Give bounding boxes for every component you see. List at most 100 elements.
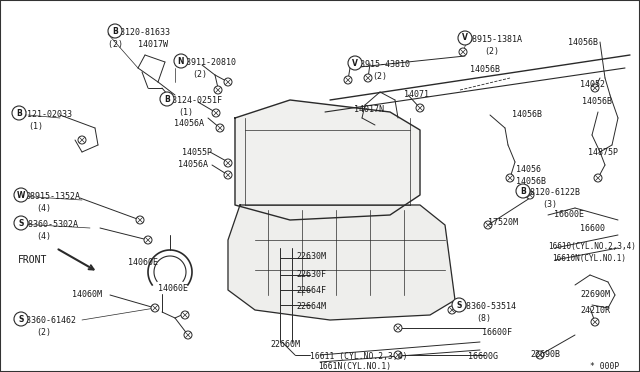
Text: 14060E: 14060E — [128, 258, 158, 267]
Circle shape — [506, 174, 514, 182]
Text: 14056B: 14056B — [568, 38, 598, 47]
Circle shape — [591, 318, 599, 326]
Text: 22630F: 22630F — [296, 270, 326, 279]
Text: 1661N(CYL.NO.1): 1661N(CYL.NO.1) — [318, 362, 391, 371]
Text: 22664F: 22664F — [296, 286, 326, 295]
Text: (1): (1) — [178, 108, 193, 117]
Text: (3): (3) — [542, 200, 557, 209]
Text: (1): (1) — [28, 122, 43, 131]
Text: 14017N: 14017N — [354, 105, 384, 114]
Text: 16611 (CYL.NO.2,3,4): 16611 (CYL.NO.2,3,4) — [310, 352, 408, 361]
Text: S: S — [19, 218, 24, 228]
Circle shape — [224, 159, 232, 167]
Text: (2): (2) — [484, 47, 499, 56]
Circle shape — [224, 78, 232, 86]
Text: 14056B: 14056B — [516, 177, 546, 186]
Text: (4): (4) — [36, 232, 51, 241]
Text: 08915-1352A: 08915-1352A — [26, 192, 81, 201]
Circle shape — [144, 236, 152, 244]
Circle shape — [591, 84, 599, 92]
Circle shape — [14, 188, 28, 202]
Circle shape — [160, 92, 174, 106]
Text: 14056B: 14056B — [512, 110, 542, 119]
Circle shape — [448, 306, 456, 314]
Text: 08124-0251F: 08124-0251F — [168, 96, 223, 105]
Text: 14056B: 14056B — [470, 65, 500, 74]
Circle shape — [348, 56, 362, 70]
Text: * 000P: * 000P — [590, 362, 620, 371]
Text: 16600E: 16600E — [554, 210, 584, 219]
Text: 14055P: 14055P — [182, 148, 212, 157]
Circle shape — [516, 184, 530, 198]
Text: 16610(CYL.NO.2,3,4): 16610(CYL.NO.2,3,4) — [548, 242, 636, 251]
Circle shape — [214, 86, 222, 94]
Text: 08911-20810: 08911-20810 — [182, 58, 237, 67]
Circle shape — [184, 331, 192, 339]
Text: 14056: 14056 — [516, 165, 541, 174]
Circle shape — [78, 136, 86, 144]
Circle shape — [594, 174, 602, 182]
Circle shape — [459, 48, 467, 56]
Circle shape — [364, 74, 372, 82]
Circle shape — [174, 54, 188, 68]
Text: 16600: 16600 — [580, 224, 605, 233]
Text: 16600G: 16600G — [468, 352, 498, 361]
Circle shape — [108, 24, 122, 38]
Text: W: W — [17, 190, 25, 199]
Text: 08360-5302A: 08360-5302A — [24, 220, 79, 229]
Text: 08120-6122B: 08120-6122B — [526, 188, 581, 197]
Text: (2): (2) — [372, 72, 387, 81]
Circle shape — [452, 298, 466, 312]
Circle shape — [416, 104, 424, 112]
Text: V: V — [352, 58, 358, 67]
Text: 08915-43810: 08915-43810 — [356, 60, 411, 69]
Circle shape — [484, 221, 492, 229]
Text: N: N — [178, 57, 184, 65]
Circle shape — [181, 311, 189, 319]
Circle shape — [216, 124, 224, 132]
Circle shape — [458, 31, 472, 45]
Circle shape — [151, 304, 159, 312]
Text: 22690B: 22690B — [530, 350, 560, 359]
Text: 16600F: 16600F — [482, 328, 512, 337]
Circle shape — [526, 191, 534, 199]
Text: 14060M: 14060M — [72, 290, 102, 299]
Text: 14056A: 14056A — [174, 119, 204, 128]
Circle shape — [394, 324, 402, 332]
Text: B: B — [112, 26, 118, 35]
Text: (4): (4) — [36, 204, 51, 213]
Text: S: S — [456, 301, 461, 310]
Text: FRONT: FRONT — [18, 255, 47, 265]
Text: (2)   14017W: (2) 14017W — [108, 40, 168, 49]
Circle shape — [12, 106, 26, 120]
Text: 22664M: 22664M — [296, 302, 326, 311]
Polygon shape — [228, 205, 455, 320]
Text: 08915-1381A: 08915-1381A — [468, 35, 523, 44]
Text: 17520M: 17520M — [488, 218, 518, 227]
Text: 16610N(CYL.NO.1): 16610N(CYL.NO.1) — [552, 254, 626, 263]
Polygon shape — [235, 100, 420, 220]
Text: 08360-61462: 08360-61462 — [22, 316, 77, 325]
Text: B: B — [16, 109, 22, 118]
Text: 14060E: 14060E — [158, 284, 188, 293]
Circle shape — [14, 216, 28, 230]
Text: 14052: 14052 — [580, 80, 605, 89]
Text: B: B — [520, 186, 526, 196]
Text: 22630M: 22630M — [296, 252, 326, 261]
Text: 22690M: 22690M — [580, 290, 610, 299]
Text: (8): (8) — [476, 314, 491, 323]
Text: V: V — [462, 33, 468, 42]
Circle shape — [14, 312, 28, 326]
Circle shape — [224, 171, 232, 179]
Circle shape — [212, 109, 220, 117]
Circle shape — [136, 216, 144, 224]
Text: B: B — [164, 94, 170, 103]
Text: (2): (2) — [192, 70, 207, 79]
Text: 08121-02033: 08121-02033 — [18, 110, 73, 119]
Text: 22660M: 22660M — [270, 340, 300, 349]
Text: 14875P: 14875P — [588, 148, 618, 157]
Text: 14056B: 14056B — [582, 97, 612, 106]
Text: 24210R: 24210R — [580, 306, 610, 315]
Text: 14071: 14071 — [404, 90, 429, 99]
Text: (2): (2) — [36, 328, 51, 337]
